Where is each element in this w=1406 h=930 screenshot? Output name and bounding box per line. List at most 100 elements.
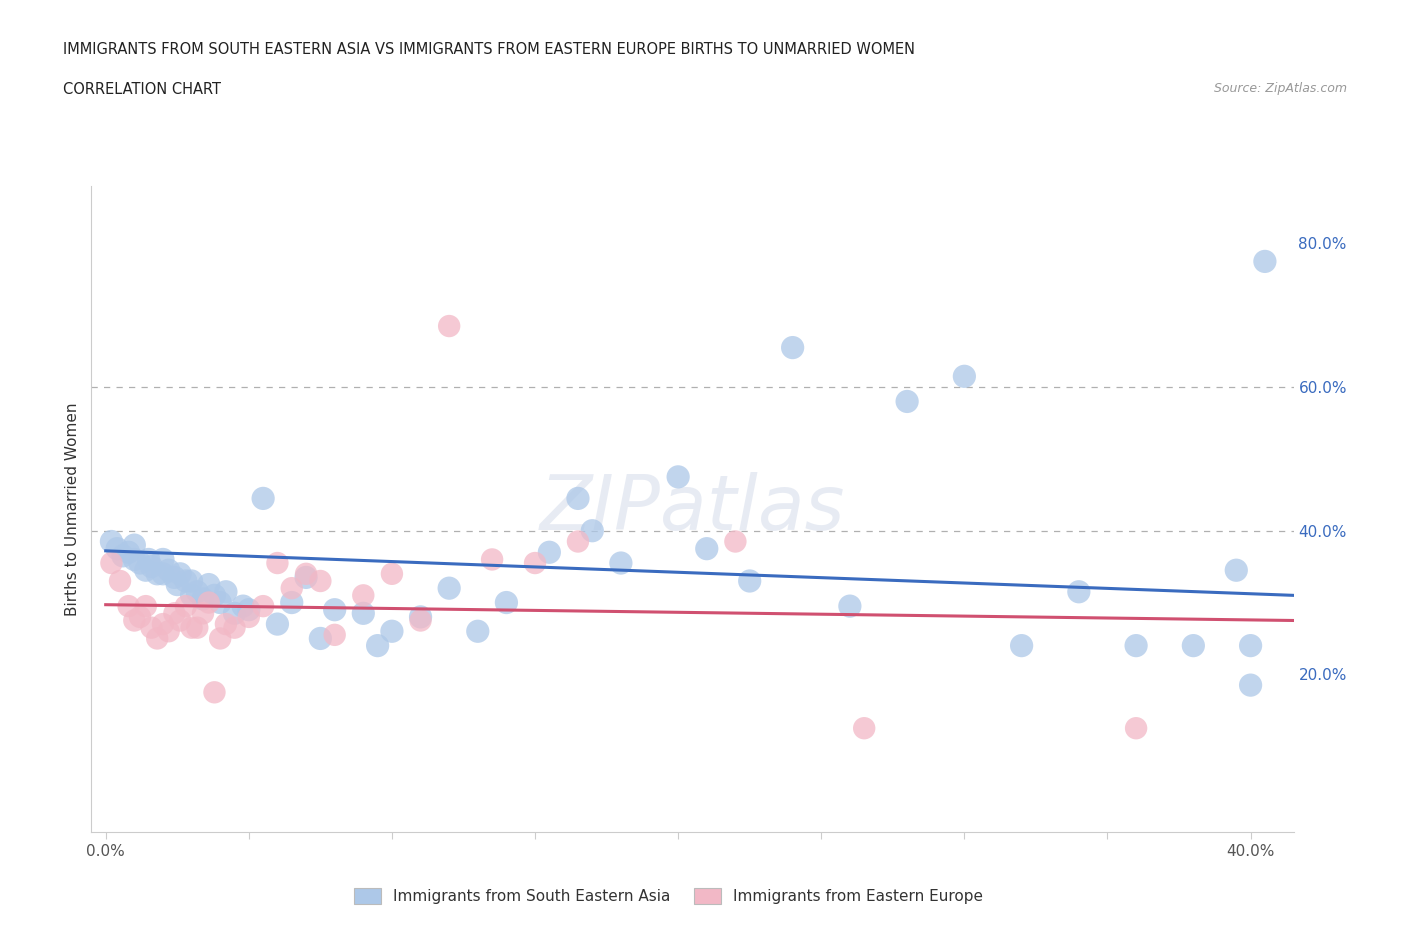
Text: CORRELATION CHART: CORRELATION CHART [63,82,221,97]
Point [105,541,128,556]
Point [180,574,202,589]
Point [117,545,139,560]
Point [266,555,288,570]
Point [1067,584,1090,599]
Point [141,620,163,635]
Point [135,563,157,578]
Point [100,555,122,570]
Point [381,624,404,639]
Point [367,638,389,653]
Point [309,631,332,646]
Point [896,394,918,409]
Point [581,524,603,538]
Point [163,570,186,585]
Point [567,491,589,506]
Point [481,552,503,567]
Point [157,563,180,578]
Point [295,566,318,581]
Point [1182,638,1205,653]
Point [953,369,976,384]
Point [186,584,208,599]
Point [100,534,122,549]
Point [238,603,260,618]
Point [224,605,246,620]
Point [281,580,304,595]
Point [169,566,191,581]
Point [409,613,432,628]
Point [467,624,489,639]
Point [232,599,254,614]
Point [1125,721,1147,736]
Point [495,595,517,610]
Point [1011,638,1033,653]
Text: IMMIGRANTS FROM SOUTH EASTERN ASIA VS IMMIGRANTS FROM EASTERN EUROPE BIRTHS TO U: IMMIGRANTS FROM SOUTH EASTERN ASIA VS IM… [63,42,915,57]
Point [567,534,589,549]
Point [124,613,146,628]
Point [238,609,260,624]
Point [166,578,188,592]
Point [157,624,180,639]
Point [174,574,197,589]
Point [215,617,238,631]
Point [174,599,197,614]
Point [215,584,238,599]
Point [169,613,191,628]
Point [409,609,432,624]
Y-axis label: Births to Unmarried Women: Births to Unmarried Women [65,403,80,616]
Point [381,566,404,581]
Point [309,574,332,589]
Legend: Immigrants from South Eastern Asia, Immigrants from Eastern Europe: Immigrants from South Eastern Asia, Immi… [346,881,991,912]
Point [135,599,157,614]
Point [111,549,134,564]
Point [197,595,219,610]
Point [129,609,152,624]
Point [1239,638,1261,653]
Point [295,570,318,585]
Point [146,631,169,646]
Point [266,617,288,631]
Point [197,578,219,592]
Point [152,617,174,631]
Point [1125,638,1147,653]
Point [323,628,346,643]
Point [838,599,860,614]
Point [204,588,226,603]
Point [224,620,246,635]
Point [191,605,214,620]
Point [117,599,139,614]
Point [538,545,561,560]
Point [163,605,186,620]
Point [1254,254,1277,269]
Text: Source: ZipAtlas.com: Source: ZipAtlas.com [1213,82,1347,95]
Point [152,566,174,581]
Point [610,555,633,570]
Point [129,555,152,570]
Point [281,595,304,610]
Point [666,470,689,485]
Point [180,588,202,603]
Point [152,552,174,567]
Point [853,721,876,736]
Point [204,684,226,699]
Point [252,491,274,506]
Point [180,620,202,635]
Text: ZIPatlas: ZIPatlas [540,472,845,546]
Point [138,552,160,567]
Point [323,603,346,618]
Point [191,591,214,606]
Point [124,538,146,552]
Point [437,580,460,595]
Point [524,555,547,570]
Point [696,541,718,556]
Point [186,620,208,635]
Point [108,574,131,589]
Point [141,559,163,574]
Point [209,631,232,646]
Point [738,574,761,589]
Point [724,534,747,549]
Point [209,595,232,610]
Point [146,566,169,581]
Point [782,340,804,355]
Point [352,588,374,603]
Point [352,605,374,620]
